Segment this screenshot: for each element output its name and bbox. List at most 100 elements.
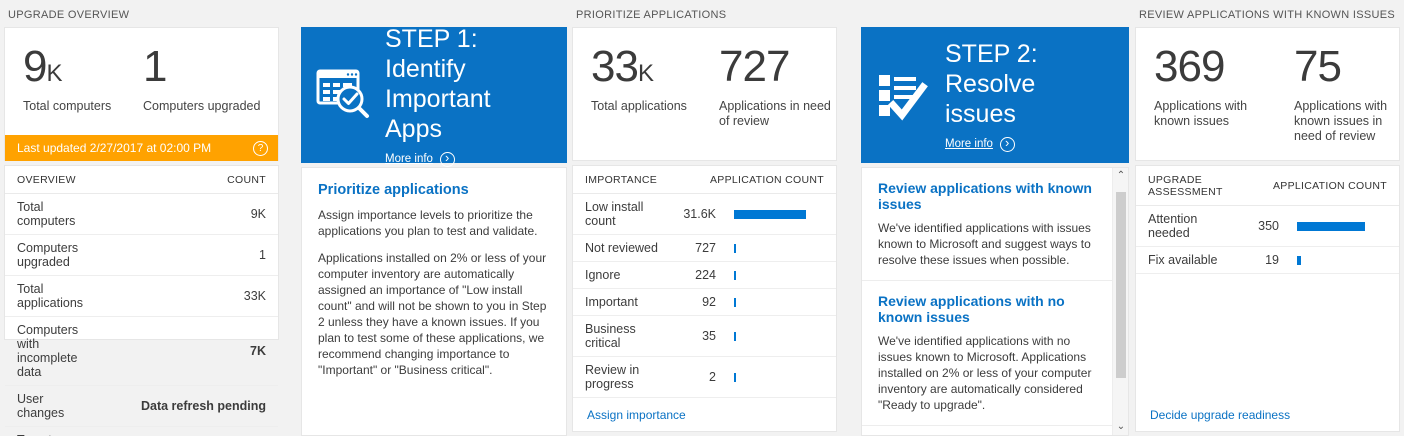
kpi-computers-upgraded-value: 1 <box>143 42 168 91</box>
row-label: Total applications <box>5 275 102 317</box>
upgrade-overview-kpi-card: 9K Total computers 1 Computers upgraded … <box>4 27 279 161</box>
arrow-right-icon[interactable] <box>439 150 455 167</box>
row-label: Computers upgraded <box>5 234 102 276</box>
table-row[interactable]: Ignore 224 <box>573 261 836 289</box>
overview-col-count: COUNT <box>101 166 278 194</box>
table-row[interactable]: Computers with incomplete data 7K <box>5 316 278 386</box>
assessment-rows: Attention needed 350 Fix available 19 <box>1136 205 1399 274</box>
row-label: Total computers <box>5 193 102 235</box>
table-row[interactable]: Computers upgraded 1 <box>5 234 278 276</box>
section-body: We've identified applications with issue… <box>878 221 1091 267</box>
row-label: Computers with incomplete data <box>5 316 102 386</box>
bar <box>734 331 736 341</box>
upgrade-assessment-table-card: UPGRADE ASSESSMENT APPLICATION COUNT Att… <box>1135 165 1400 432</box>
upgrade-overview-column: UPGRADE OVERVIEW 9K Total computers 1 Co… <box>4 0 279 436</box>
step2-tile[interactable]: STEP 2: Resolve issues More info <box>861 27 1129 163</box>
table-row[interactable]: Total computers 9K <box>5 193 278 235</box>
section-heading[interactable]: Review applications with known issues <box>878 180 1092 212</box>
table-row[interactable]: Target versionWindows 10 Version 1607 <box>5 426 278 436</box>
kpi-computers-upgraded-label: Computers upgraded <box>143 99 261 113</box>
kpi-apps-known-issues-need-review: 75 Applications with known issues in nee… <box>1294 44 1404 150</box>
kpi-apps-need-review-value: 727 <box>719 42 790 91</box>
table-row[interactable]: Business critical 35 <box>573 315 836 357</box>
scrollbar-thumb[interactable] <box>1116 192 1126 378</box>
row-label: Business critical <box>573 315 672 357</box>
kpi-total-computers-label: Total computers <box>23 99 112 113</box>
row-label: Attention needed <box>1136 205 1247 247</box>
row-value: 1 <box>101 234 278 276</box>
prioritize-kpi-card: 33K Total applications 727 Applications … <box>572 27 837 161</box>
row-value: Windows 10 Version 1607 <box>101 426 278 436</box>
decide-upgrade-readiness-link[interactable]: Decide upgrade readiness <box>1150 408 1291 422</box>
table-row[interactable]: Fix available 19 <box>1136 246 1399 274</box>
checklist-check-icon <box>875 65 931 126</box>
row-bar-cell <box>728 356 836 398</box>
prioritize-applications-column: PRIORITIZE APPLICATIONS 33K Total applic… <box>572 0 837 436</box>
row-label: User changes <box>5 385 102 427</box>
table-row[interactable]: User changes Data refresh pending <box>5 385 278 427</box>
bar <box>734 372 736 382</box>
step1-more-info-link[interactable]: More info <box>385 153 433 165</box>
table-row[interactable]: Total applications 33K <box>5 275 278 317</box>
upgrade-assessment-chart-table: UPGRADE ASSESSMENT APPLICATION COUNT Att… <box>1136 166 1399 274</box>
decide-upgrade-readiness-link-wrap[interactable]: Decide upgrade readiness <box>1136 399 1399 431</box>
step1-more-info[interactable]: More info <box>385 150 551 167</box>
row-value: 33K <box>101 275 278 317</box>
assign-importance-link[interactable]: Assign importance <box>587 408 686 422</box>
table-search-icon <box>315 65 371 126</box>
prioritize-applications-header: PRIORITIZE APPLICATIONS <box>576 9 727 21</box>
importance-chart-table: IMPORTANCE APPLICATION COUNT Low install… <box>573 166 836 398</box>
row-label: Fix available <box>1136 246 1247 274</box>
row-label: Low install count <box>573 193 672 235</box>
step2-title: STEP 2: Resolve issues <box>945 39 1038 128</box>
arrow-right-icon[interactable] <box>999 135 1015 152</box>
step1-tile[interactable]: STEP 1: Identify Important Apps More inf… <box>301 24 567 167</box>
scroll-down-icon[interactable]: ⌄ <box>1116 421 1126 432</box>
table-row[interactable]: Low install count 31.6K <box>573 193 836 235</box>
row-value: 35 <box>671 315 728 357</box>
scroll-up-icon[interactable]: ⌃ <box>1116 170 1126 181</box>
kpi-computers-upgraded: 1 Computers upgraded <box>143 44 282 125</box>
upgrade-overview-table-card: OVERVIEW COUNT Total computers 9K Compute… <box>4 165 279 436</box>
step1-column: STEP 1: Identify Important Apps More inf… <box>301 0 567 436</box>
importance-col-count: APPLICATION COUNT <box>671 166 836 194</box>
row-bar-cell <box>1291 205 1399 247</box>
importance-col-label: IMPORTANCE <box>573 166 672 194</box>
kpi-apps-need-review: 727 Applications in need of review <box>719 44 859 150</box>
row-value: 727 <box>671 234 728 262</box>
table-row[interactable]: Not reviewed 727 <box>573 234 836 262</box>
review-known-issues-header: REVIEW APPLICATIONS WITH KNOWN ISSUES <box>1139 9 1395 21</box>
row-bar-cell <box>1291 246 1399 274</box>
last-updated-text: Last updated 2/27/2017 at 02:00 PM <box>17 141 212 155</box>
overview-table-body: Total computers 9K Computers upgraded 1 To… <box>5 193 278 436</box>
list-item[interactable]: Review applications with known issues We'… <box>862 168 1112 281</box>
table-row[interactable]: Attention needed 350 <box>1136 205 1399 247</box>
resolve-issues-scroll-card: Review applications with known issues We'… <box>861 167 1129 436</box>
bar <box>734 209 806 219</box>
table-row[interactable]: Important 92 <box>573 288 836 316</box>
help-icon[interactable]: ? <box>253 140 268 156</box>
last-updated-bar: Last updated 2/27/2017 at 02:00 PM ? <box>5 135 278 161</box>
bar <box>1297 255 1301 265</box>
row-value: Data refresh pending <box>101 385 278 427</box>
assign-importance-link-wrap[interactable]: Assign importance <box>573 399 836 431</box>
table-row[interactable]: Review in progress 2 <box>573 356 836 398</box>
step2-more-info[interactable]: More info <box>945 135 1113 152</box>
row-label: Ignore <box>573 261 672 289</box>
section-heading[interactable]: Review applications with no known issues <box>878 293 1065 325</box>
kpi-total-applications: 33K Total applications <box>591 44 719 150</box>
step1-title: STEP 1: Identify Important Apps <box>385 24 491 143</box>
step2-more-info-link[interactable]: More info <box>945 138 993 150</box>
row-bar-cell <box>728 234 836 262</box>
row-bar-cell <box>728 193 836 235</box>
list-item[interactable]: Review applications with no known issues… <box>862 281 1112 426</box>
kpi-total-applications-label: Total applications <box>591 99 687 113</box>
kpi-apps-known-issues-need-review-value: 75 <box>1294 42 1342 91</box>
kpi-apps-with-known-issues-value: 369 <box>1154 42 1225 91</box>
assessment-col-label: UPGRADE ASSESSMENT <box>1136 166 1247 206</box>
review-kpi-card: 369 Applications with known issues 75 Ap… <box>1135 27 1400 161</box>
vertical-scrollbar[interactable]: ⌃ ⌄ <box>1112 168 1128 435</box>
bar <box>734 297 736 307</box>
